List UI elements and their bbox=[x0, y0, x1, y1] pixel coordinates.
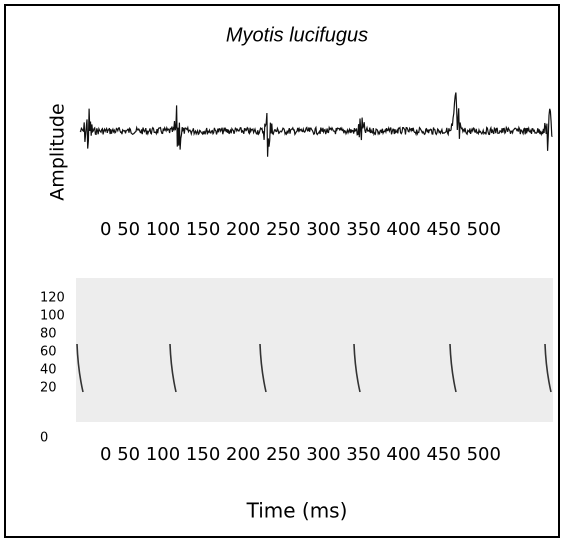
frame bbox=[4, 4, 560, 538]
x-tick-label: 50 bbox=[117, 444, 140, 465]
y-tick-label: 40 bbox=[40, 363, 57, 378]
x-tick-label: 100 bbox=[146, 219, 180, 240]
call-trace bbox=[449, 343, 457, 393]
x-tick-label: 100 bbox=[146, 444, 180, 465]
spectrogram bbox=[76, 278, 553, 422]
x-tick-label: 300 bbox=[306, 444, 340, 465]
y-tick-labels: 120 100 80 60 40 20 0 bbox=[40, 291, 65, 446]
x-tick-label: 250 bbox=[266, 444, 300, 465]
y-tick-label: 120 bbox=[40, 291, 65, 306]
x-tick-label: 400 bbox=[386, 444, 420, 465]
call-trace bbox=[169, 343, 177, 393]
x-tick-label: 250 bbox=[266, 219, 300, 240]
x-tick-label: 500 bbox=[467, 444, 501, 465]
call-trace bbox=[76, 343, 84, 393]
x-tick-labels: 0 50 100 150 200 250 300 350 400 450 500 bbox=[100, 444, 501, 465]
waveform-trace bbox=[79, 92, 553, 157]
x-tick-label: 500 bbox=[467, 219, 501, 240]
call-trace bbox=[353, 343, 361, 393]
x-tick-label: 300 bbox=[306, 219, 340, 240]
x-tick-label: 450 bbox=[426, 444, 460, 465]
y-tick-label: 60 bbox=[40, 345, 57, 360]
x-tick-label: 400 bbox=[386, 219, 420, 240]
x-tick-label: 0 bbox=[100, 444, 111, 465]
x-tick-label: 200 bbox=[226, 219, 260, 240]
x-tick-label: 450 bbox=[426, 219, 460, 240]
y-tick-label: 0 bbox=[40, 431, 48, 446]
spectrogram-calls bbox=[76, 343, 552, 393]
call-trace bbox=[544, 343, 552, 393]
call-trace bbox=[259, 343, 267, 393]
y-tick-label: 80 bbox=[40, 327, 57, 342]
y-tick-label: 100 bbox=[40, 309, 65, 324]
title: Myotis lucifugus bbox=[226, 24, 368, 46]
x-tick-label: 350 bbox=[346, 219, 380, 240]
x-tick-labels: 0 50 100 150 200 250 300 350 400 450 500 bbox=[100, 219, 501, 240]
x-tick-label: 350 bbox=[346, 444, 380, 465]
x-tick-label: 150 bbox=[186, 444, 220, 465]
y-tick-label: 20 bbox=[40, 381, 57, 396]
waveform bbox=[79, 92, 553, 157]
x-tick-label: 150 bbox=[186, 219, 220, 240]
x-tick-label: 50 bbox=[117, 219, 140, 240]
y-label: Amplitude bbox=[47, 103, 69, 200]
x-tick-label: 200 bbox=[226, 444, 260, 465]
x-tick-label: 0 bbox=[100, 219, 111, 240]
x-label: Time (ms) bbox=[246, 499, 348, 523]
